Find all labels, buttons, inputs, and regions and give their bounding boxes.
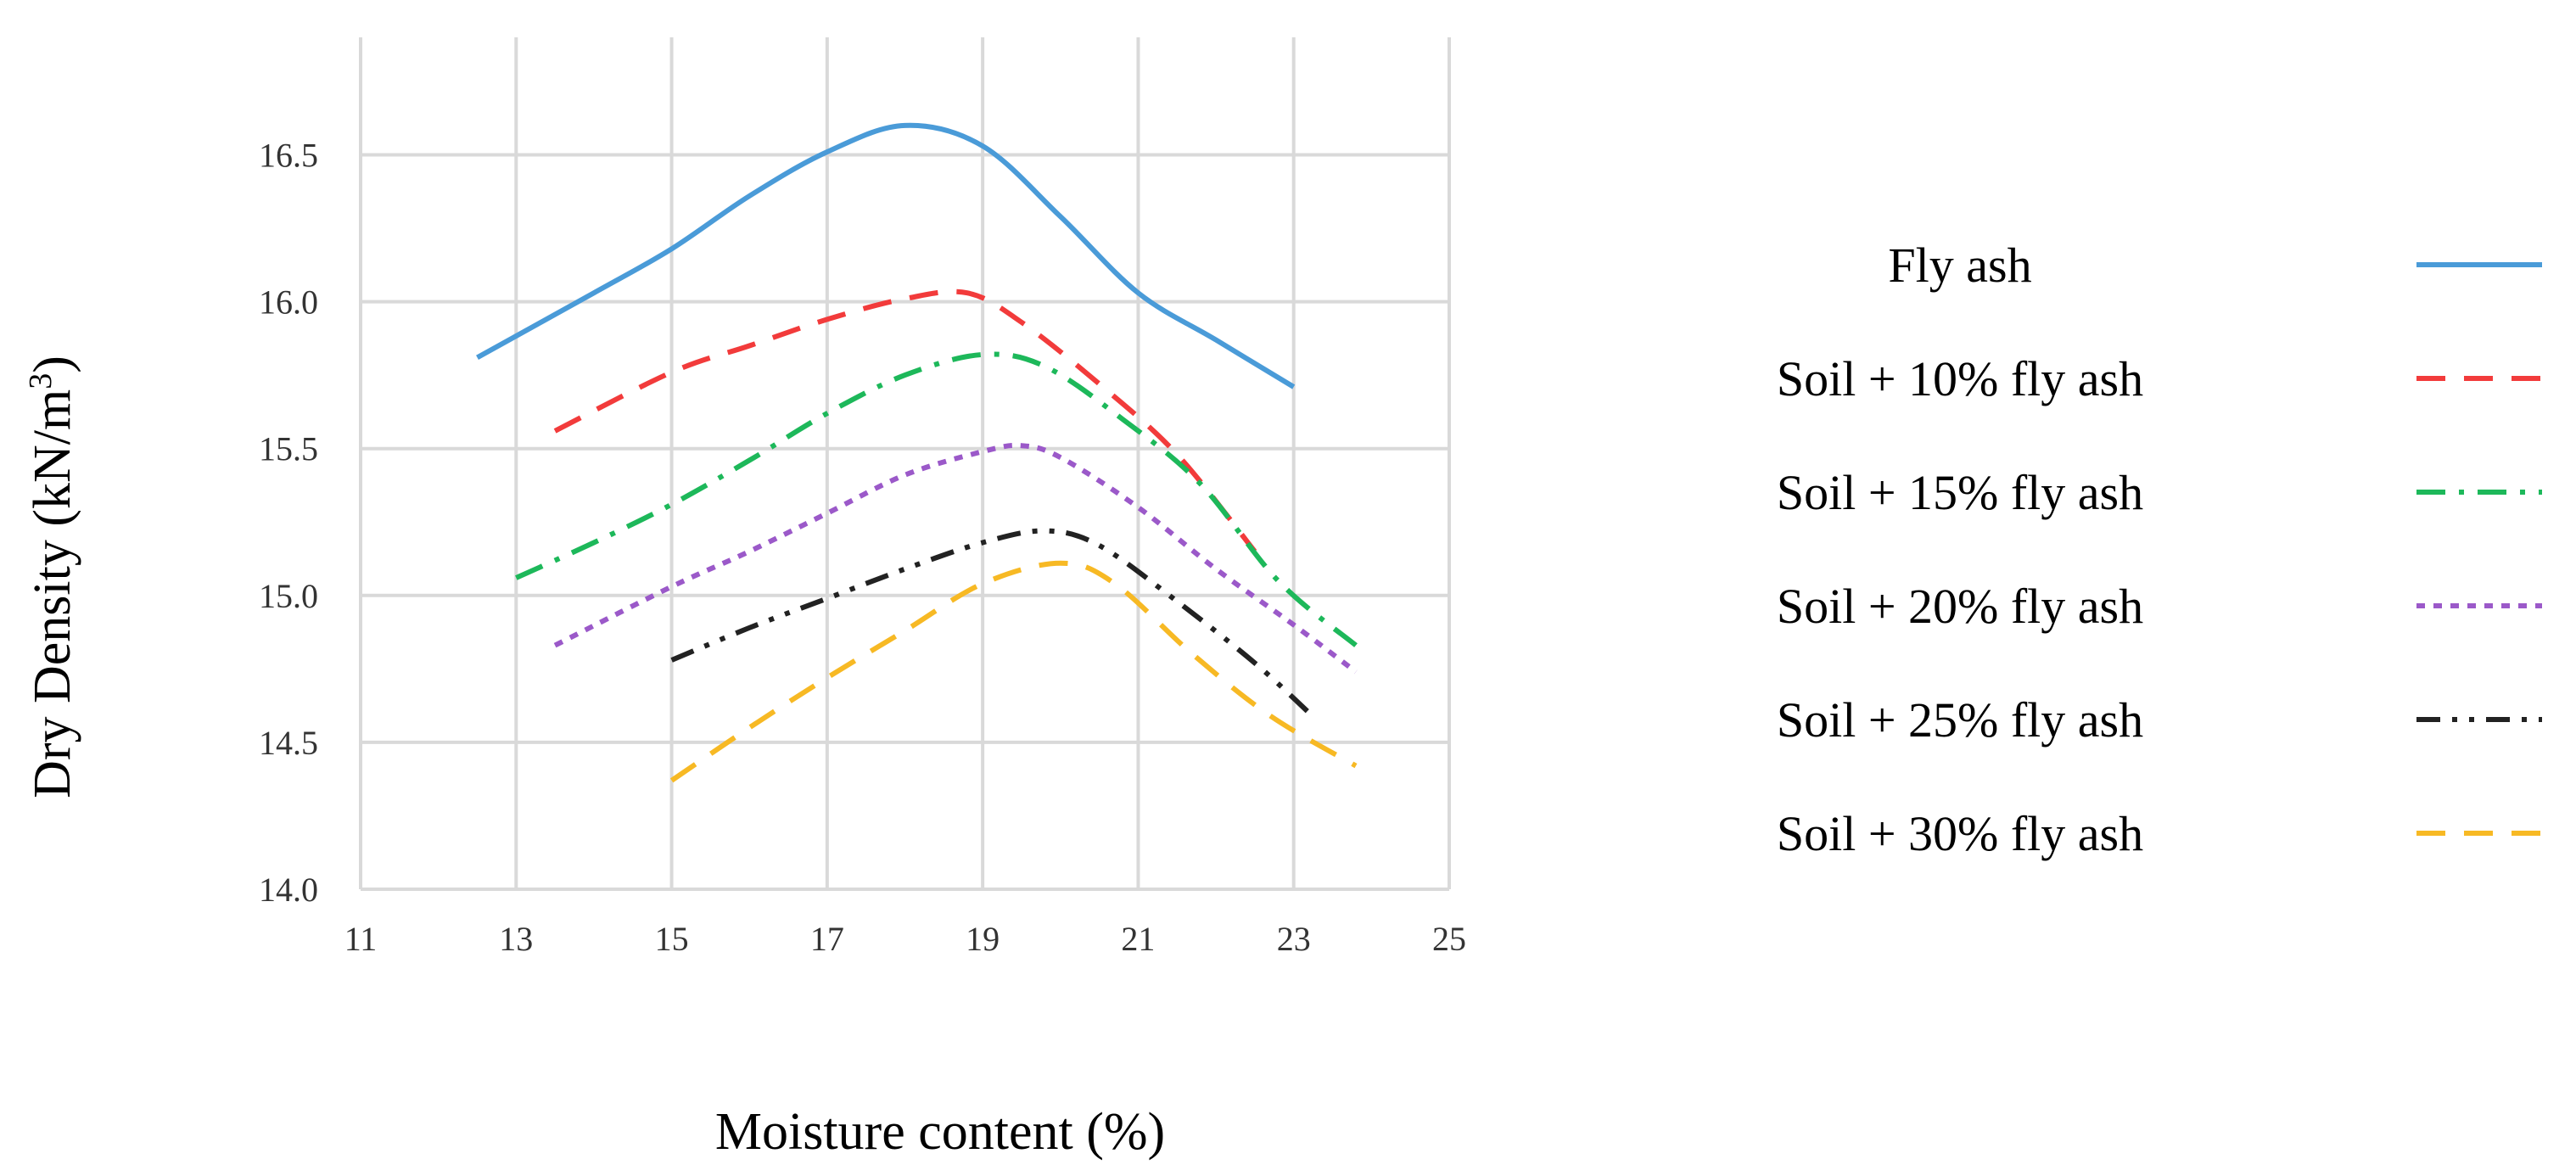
series-line-soil-20-fly-ash [553, 442, 1358, 675]
x-tick-label-19: 19 [966, 920, 1000, 958]
y-axis-title-main: Dry Density (kN/m [24, 389, 81, 798]
legend-label-soil-10-fly-ash: Soil + 10% fly ash [1777, 351, 2143, 406]
grid-layer [359, 37, 1451, 891]
series-layer [476, 122, 1358, 783]
y-tick-label-15.0: 15.0 [259, 577, 318, 615]
legend-label-soil-15-fly-ash: Soil + 15% fly ash [1777, 465, 2143, 520]
y-tick-label-14.5: 14.5 [259, 724, 318, 762]
x-tick-label-21: 21 [1121, 920, 1155, 958]
y-axis-title-superscript: 3 [23, 373, 59, 389]
x-tick-labels: 11 13 15 17 19 21 23 25 [344, 920, 1466, 958]
y-tick-labels: 14.0 14.5 15.0 15.5 16.0 16.5 [259, 136, 318, 909]
series-line-soil-25-fly-ash [670, 528, 1312, 715]
y-tick-label-16.5: 16.5 [259, 136, 318, 174]
x-tick-label-15: 15 [655, 920, 689, 958]
x-tick-label-23: 23 [1277, 920, 1311, 958]
legend-label-soil-25-fly-ash: Soil + 25% fly ash [1777, 692, 2143, 748]
x-axis-title: Moisture content (%) [715, 1103, 1165, 1161]
series-line-soil-15-fly-ash [515, 351, 1358, 647]
series-line-soil-30-fly-ash [669, 560, 1358, 783]
series-line-fly-ash [476, 122, 1296, 389]
y-tick-label-15.5: 15.5 [259, 430, 318, 468]
x-tick-label-17: 17 [810, 920, 844, 958]
y-axis-title-close: ) [24, 356, 81, 373]
legend-label-fly-ash: Fly ash [1888, 238, 2031, 293]
series-line-soil-10-fly-ash [553, 288, 1257, 553]
y-axis-title: Dry Density (kN/m3) [23, 356, 81, 798]
x-tick-label-25: 25 [1432, 920, 1466, 958]
y-tick-label-14.0: 14.0 [259, 871, 318, 909]
legend: Fly ash Soil + 10% fly ash Soil + 15% fly … [1777, 238, 2542, 861]
legend-label-soil-20-fly-ash: Soil + 20% fly ash [1777, 579, 2143, 634]
x-tick-label-11: 11 [344, 920, 378, 958]
y-tick-label-16.0: 16.0 [259, 283, 318, 322]
legend-label-soil-30-fly-ash: Soil + 30% fly ash [1777, 806, 2143, 861]
x-tick-label-13: 13 [499, 920, 533, 958]
